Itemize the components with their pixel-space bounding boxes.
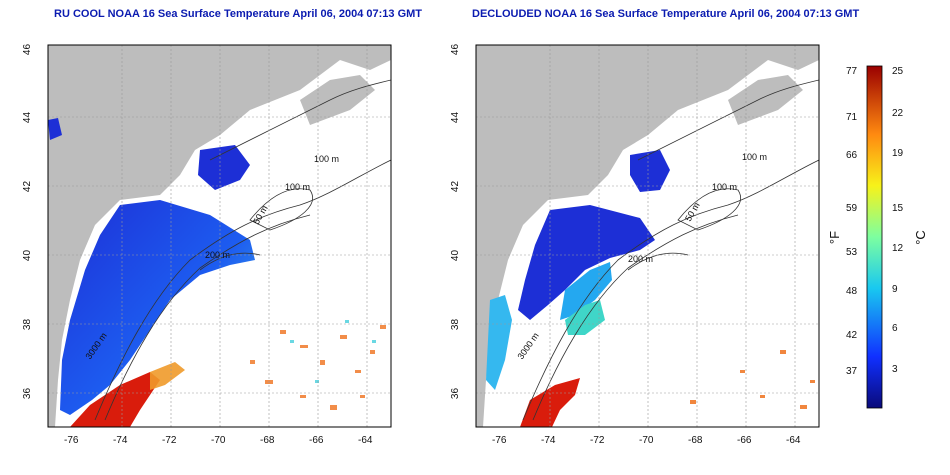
- x-tick-label: -76: [64, 435, 79, 446]
- x-tick-label: -64: [358, 435, 373, 446]
- colorbar-fahrenheit-tick: 42: [846, 330, 858, 341]
- colorbar-fahrenheit-tick: 59: [846, 203, 858, 214]
- y-tick-label: 40: [450, 249, 462, 262]
- cold-water-region: [518, 205, 655, 320]
- x-tick-label: -68: [260, 435, 275, 446]
- x-tick-label: -72: [590, 435, 605, 446]
- contour-label: 100 m: [285, 182, 310, 192]
- x-tick-label: -68: [688, 435, 703, 446]
- colorbar-fahrenheit-tick: 53: [846, 247, 858, 258]
- x-tick-label: -74: [113, 435, 128, 446]
- y-tick-label: 46: [22, 43, 34, 56]
- colorbar-celsius-tick: 12: [892, 243, 904, 254]
- colorbar-celsius-tick: 15: [892, 203, 904, 214]
- bathymetry-contours: [94, 79, 391, 421]
- colorbar-celsius-unit: °C: [912, 230, 928, 245]
- x-tick-label: -70: [211, 435, 226, 446]
- right-map-title: DECLOUDED NOAA 16 Sea Surface Temperatur…: [472, 8, 860, 20]
- x-tick-label: -64: [786, 435, 801, 446]
- colorbar-celsius-tick: 9: [892, 284, 898, 295]
- land-mass: [48, 45, 391, 427]
- colorbar: [866, 65, 883, 409]
- y-tick-label: 46: [450, 43, 462, 56]
- y-tick-label: 38: [450, 318, 462, 331]
- y-tick-label: 38: [22, 318, 34, 331]
- y-tick-label: 36: [450, 387, 462, 400]
- contour-label: 100 m: [742, 152, 767, 162]
- x-tick-label: -66: [309, 435, 324, 446]
- warm-water-region: [70, 372, 160, 427]
- x-tick-label: -76: [492, 435, 507, 446]
- cold-water-region: [60, 200, 255, 415]
- land-mass: [476, 45, 819, 427]
- x-tick-label: -66: [737, 435, 752, 446]
- colorbar-fahrenheit-tick: 37: [846, 366, 858, 377]
- colorbar-celsius-tick: 25: [892, 66, 904, 77]
- bathymetry-contours: [522, 79, 819, 421]
- colorbar-fahrenheit-tick: 71: [846, 112, 858, 123]
- left-map-panel: [48, 45, 391, 427]
- y-tick-label: 42: [22, 180, 34, 193]
- x-tick-label: -74: [541, 435, 556, 446]
- colorbar-celsius-tick: 3: [892, 364, 898, 375]
- contour-label: 100 m: [314, 154, 339, 164]
- y-tick-label: 40: [22, 249, 34, 262]
- left-map-title: RU COOL NOAA 16 Sea Surface Temperature …: [54, 8, 423, 20]
- colorbar-fahrenheit-tick: 77: [846, 66, 858, 77]
- y-tick-label: 42: [450, 180, 462, 193]
- colorbar-celsius-tick: 22: [892, 108, 904, 119]
- colorbar-fahrenheit-tick: 66: [846, 150, 858, 161]
- colorbar-fahrenheit-tick: 48: [846, 286, 858, 297]
- colorbar-celsius-tick: 19: [892, 148, 904, 159]
- x-tick-label: -72: [162, 435, 177, 446]
- y-tick-label: 44: [22, 111, 34, 124]
- contour-label: 200 m: [628, 254, 653, 264]
- y-tick-label: 36: [22, 387, 34, 400]
- right-map-panel: [476, 45, 819, 427]
- x-tick-label: -70: [639, 435, 654, 446]
- colorbar-fahrenheit-unit: °F: [827, 230, 843, 245]
- colorbar-celsius-tick: 6: [892, 323, 898, 334]
- y-tick-label: 44: [450, 111, 462, 124]
- contour-label: 200 m: [205, 250, 230, 260]
- contour-label: 100 m: [712, 182, 737, 192]
